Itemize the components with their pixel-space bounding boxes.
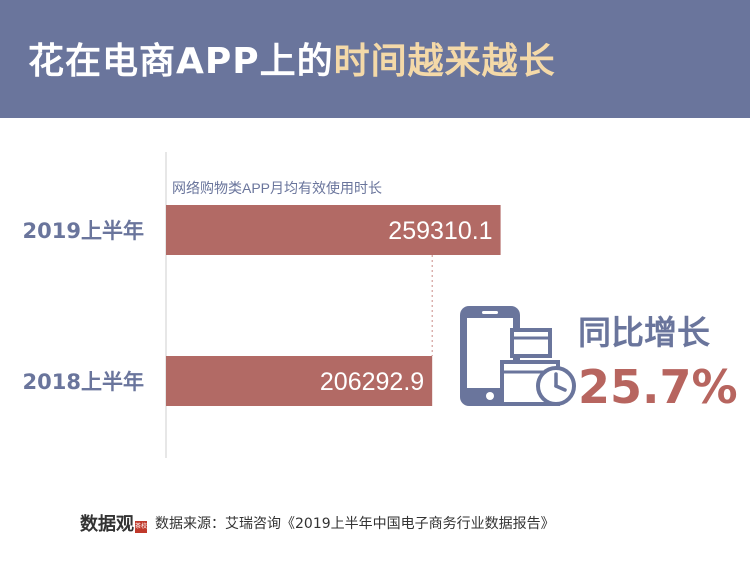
footer: 数据观 茶校 数据来源：艾瑞咨询《2019上半年中国电子商务行业数据报告》 xyxy=(80,510,555,536)
category-label: 2018上半年 xyxy=(23,370,144,394)
growth-value: 25.7% xyxy=(578,360,738,414)
logo-badge: 茶校 xyxy=(135,521,147,533)
logo-text: 数据观 xyxy=(80,514,134,535)
phone-boxes-clock-icon xyxy=(460,306,576,406)
page-title: 花在电商APP上的时间越来越长 xyxy=(28,32,556,84)
bar xyxy=(166,205,501,255)
category-label: 2019上半年 xyxy=(23,219,144,243)
logo: 数据观 茶校 xyxy=(80,510,147,536)
bar-value-label: 206292.9 xyxy=(320,368,424,396)
title-part-1: 花在电商APP上的 xyxy=(28,41,334,82)
growth-label: 同比增长 xyxy=(578,313,710,352)
title-part-2-highlight: 时间越来越长 xyxy=(333,41,556,82)
bar xyxy=(166,356,433,406)
bar-value-label: 259310.1 xyxy=(388,217,492,245)
header-banner: 花在电商APP上的时间越来越长 xyxy=(0,0,750,118)
series-label: 网络购物类APP月均有效使用时长 xyxy=(172,180,382,196)
source-note: 数据来源：艾瑞咨询《2019上半年中国电子商务行业数据报告》 xyxy=(155,516,555,532)
